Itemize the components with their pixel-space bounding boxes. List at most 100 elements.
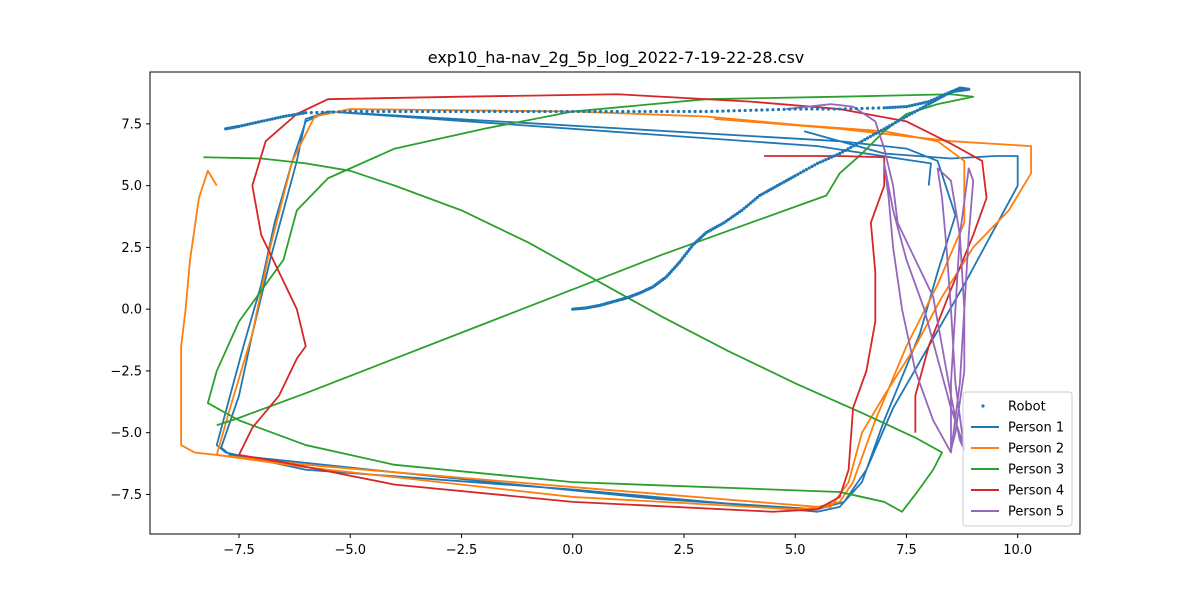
legend-label-person-1: Person 1 <box>1008 421 1064 436</box>
robot-point <box>681 256 685 260</box>
robot-point <box>649 109 653 114</box>
legend-label-person-5: Person 5 <box>1008 505 1064 520</box>
robot-point <box>370 109 375 114</box>
robot-point <box>610 109 614 114</box>
legend-label-person-4: Person 4 <box>1008 484 1064 499</box>
robot-point <box>532 109 536 114</box>
robot-point <box>476 109 480 114</box>
robot-point <box>938 95 942 99</box>
robot-point <box>743 108 747 113</box>
series-line-person-1 <box>215 110 1019 513</box>
robot-point <box>537 109 541 114</box>
legend-label-person-2: Person 2 <box>1008 442 1064 457</box>
robot-point <box>295 112 299 116</box>
robot-point <box>854 107 859 111</box>
robot-point <box>224 127 228 131</box>
robot-point <box>281 114 286 119</box>
robot-point <box>679 258 683 262</box>
robot-point <box>826 107 831 111</box>
robot-point <box>671 109 675 114</box>
robot-point <box>732 109 736 113</box>
robot-point <box>807 166 811 170</box>
robot-point <box>284 114 288 118</box>
robot-point <box>882 106 886 110</box>
robot-point <box>776 107 781 112</box>
robot-point <box>721 109 725 113</box>
plot-area-frame <box>149 71 1081 535</box>
robot-point <box>832 107 836 111</box>
robot-point <box>737 210 742 214</box>
robot-point <box>852 144 856 148</box>
chart-title: exp10_ha-nav_2g_5p_log_2022-7-19-22-28.c… <box>428 48 805 68</box>
robot-point <box>890 122 895 126</box>
robot-point <box>715 109 719 113</box>
y-tick-label: −7.5 <box>110 488 142 503</box>
robot-point <box>393 109 397 114</box>
robot-point <box>565 109 569 114</box>
robot-point <box>409 109 414 114</box>
robot-point <box>737 109 742 113</box>
robot-point <box>726 218 731 222</box>
robot-point <box>843 148 847 153</box>
robot-point <box>273 116 277 120</box>
robot-point <box>813 163 817 167</box>
robot-point <box>824 158 828 162</box>
robot-point <box>860 139 864 143</box>
robot-point <box>287 113 291 118</box>
robot-point <box>465 109 469 114</box>
robot-point <box>941 93 945 98</box>
robot-point <box>687 109 692 114</box>
y-tick-label: 2.5 <box>121 241 142 256</box>
robot-point <box>801 169 806 173</box>
robot-point <box>262 119 266 123</box>
robot-point <box>543 109 547 114</box>
robot-point <box>276 116 280 120</box>
robot-point <box>810 107 814 111</box>
robot-point <box>793 107 797 111</box>
robot-point <box>482 109 486 114</box>
robot-point <box>871 106 875 110</box>
robot-point <box>810 164 814 169</box>
robot-point <box>382 109 386 114</box>
robot-point <box>857 141 861 145</box>
robot-point <box>918 101 922 106</box>
y-tick-label: 7.5 <box>121 117 142 132</box>
legend-label-robot: Robot <box>1008 400 1046 415</box>
robot-point <box>521 109 525 114</box>
robot-point <box>849 145 853 149</box>
robot-point <box>676 109 681 114</box>
robot-point <box>935 96 939 100</box>
robot-point <box>598 109 603 114</box>
x-tick-label: −2.5 <box>446 543 478 558</box>
y-axis: −7.5 −5.0 −2.5 0.0 2.5 5.0 7.5 <box>110 117 150 503</box>
robot-point <box>815 161 820 166</box>
robot-point <box>742 206 746 211</box>
robot-point <box>498 109 503 114</box>
robot-point <box>699 109 703 114</box>
robot-point <box>684 251 688 256</box>
robot-point <box>899 105 903 109</box>
robot-point <box>240 124 244 128</box>
robot-point <box>331 110 336 114</box>
robot-point <box>918 107 922 111</box>
robot-point <box>665 109 669 114</box>
robot-point <box>751 199 755 203</box>
x-tick-label: 10.0 <box>1003 543 1032 558</box>
robot-point <box>398 109 402 114</box>
x-tick-label: 2.5 <box>674 543 695 558</box>
robot-point <box>888 124 892 128</box>
robot-point <box>309 111 313 115</box>
robot-point <box>293 113 297 117</box>
robot-point <box>404 109 408 114</box>
robot-point <box>576 109 580 114</box>
robot-point <box>760 108 764 112</box>
robot-point <box>829 155 833 159</box>
robot-point <box>890 105 895 109</box>
series-line-person-4 <box>238 93 988 513</box>
robot-point <box>729 216 733 220</box>
robot-point <box>840 150 845 154</box>
robot-point <box>448 109 452 114</box>
robot-point <box>254 121 258 125</box>
robot-point <box>755 195 759 199</box>
robot-point <box>487 109 491 114</box>
